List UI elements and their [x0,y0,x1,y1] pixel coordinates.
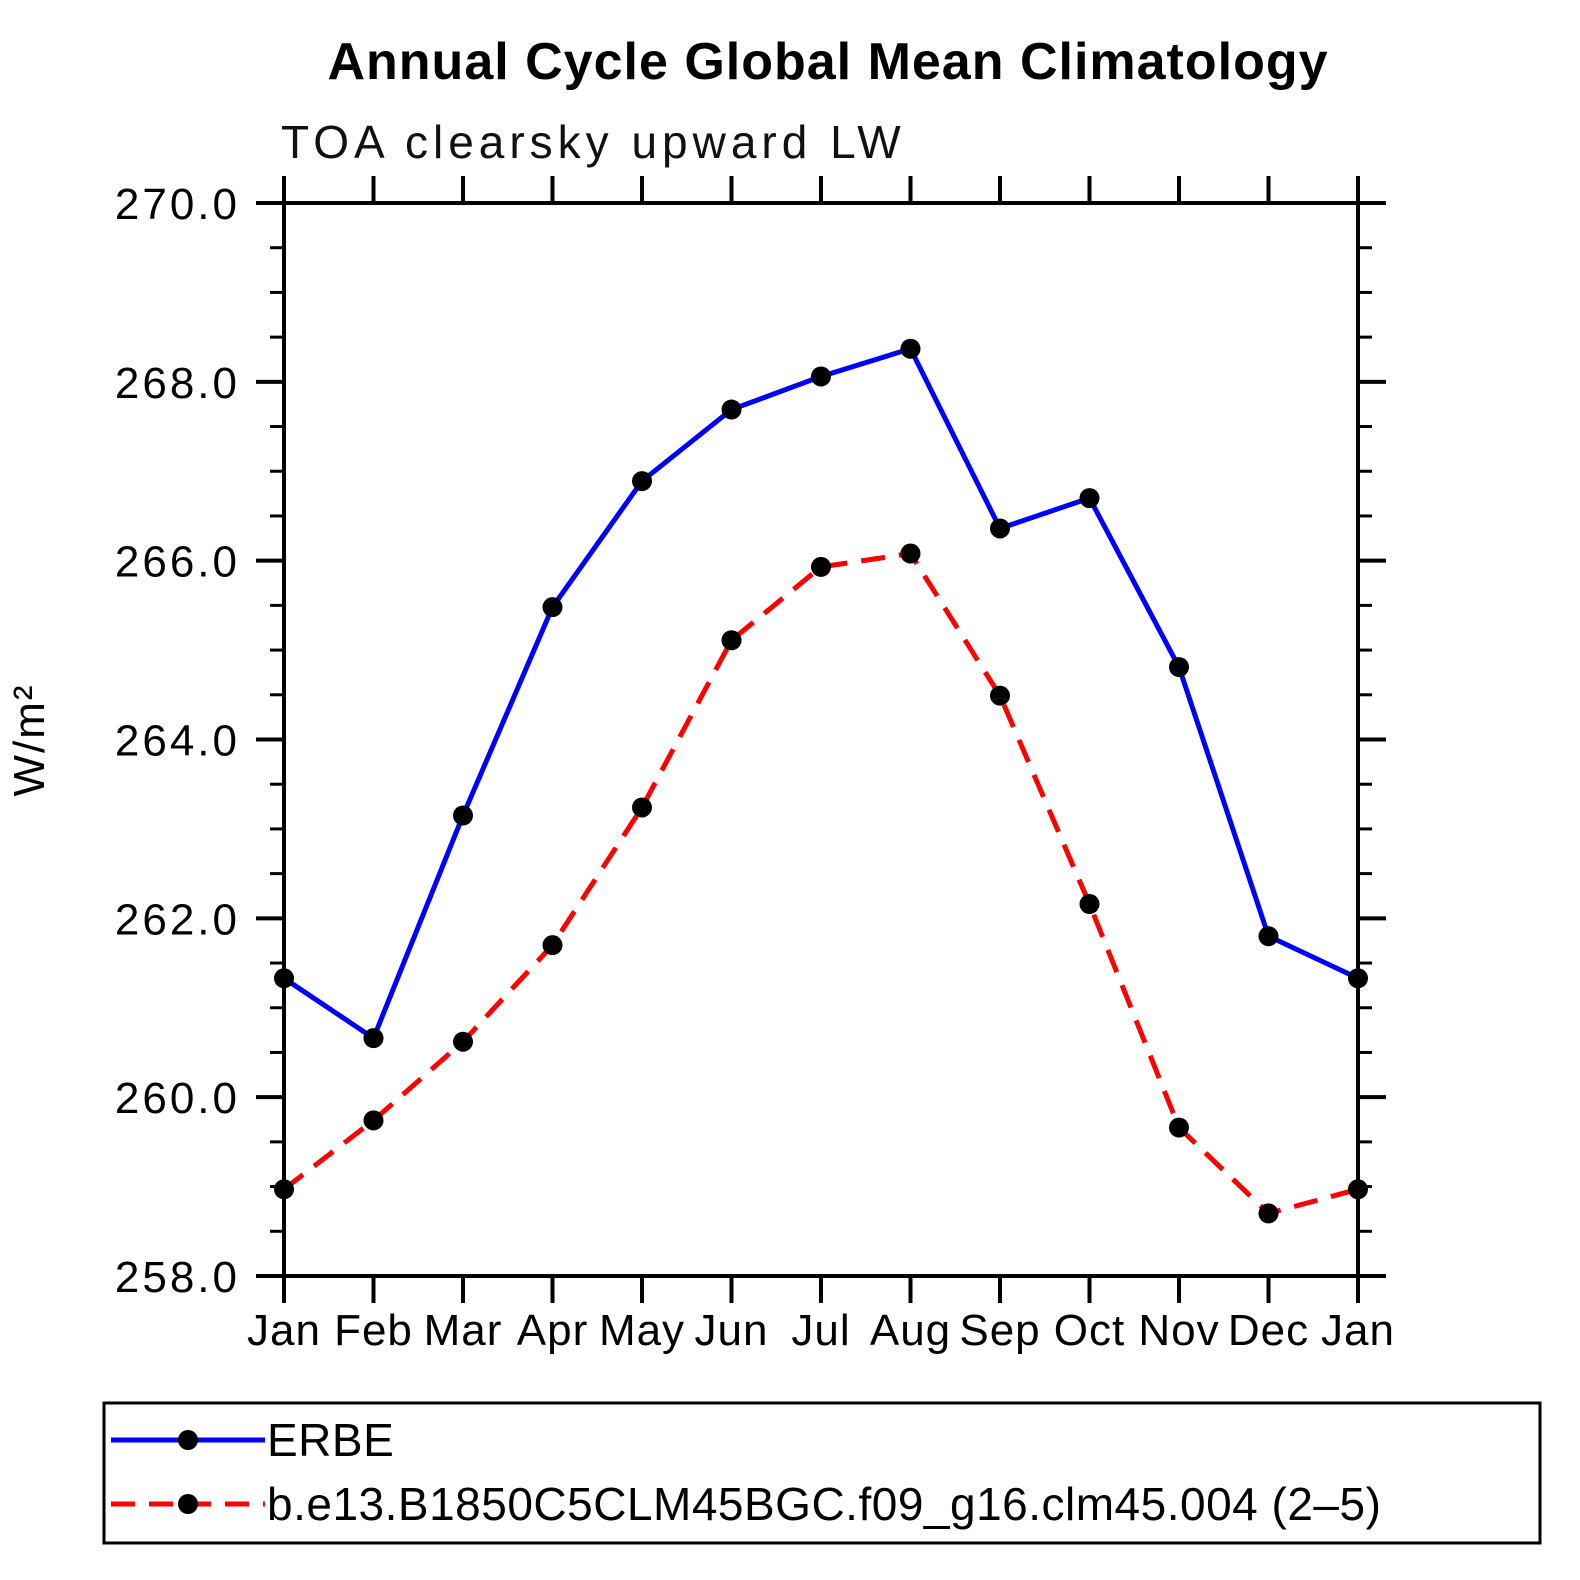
y-tick-label: 258.0 [115,1253,240,1302]
y-tick-label: 262.0 [115,895,240,944]
data-point-marker [274,968,294,989]
data-point-marker [363,1028,384,1049]
chart-title: Annual Cycle Global Mean Climatology [327,33,1328,91]
y-tick-labels: 258.0 260.0 262.0 264.0 266.0 268.0 270.0 [115,180,240,1302]
x-tick-label: Jan [247,1306,321,1355]
data-point-marker [811,366,831,387]
x-tick-label: Jul [791,1306,850,1355]
x-tick-label: Jun [695,1306,769,1355]
x-tick-label: Aug [870,1306,951,1355]
series-erbe [274,338,1368,1049]
data-point-marker [632,797,652,818]
data-point-marker [453,1031,473,1052]
data-point-marker [1079,894,1100,915]
x-tick-label: Feb [334,1306,413,1355]
x-tick-label: Sep [959,1306,1040,1355]
chart-subtitle: TOA clearsky upward LW [281,116,906,168]
data-point-marker [1258,926,1279,947]
x-tick-label: May [599,1306,685,1355]
series-model [274,543,1368,1224]
data-point-marker [1348,1179,1368,1200]
x-tick-label: Nov [1138,1306,1219,1355]
data-point-marker [542,597,563,618]
data-point-marker [453,805,473,826]
data-point-marker [900,543,921,564]
plot-border [282,201,1360,1278]
x-tick-labels: Jan Feb Mar Apr May Jun Jul Aug Sep Oct Nov Dec Jan [247,1306,1395,1355]
data-point-marker [721,630,742,651]
data-point-marker [1169,657,1189,678]
data-point-marker [990,685,1010,706]
y-tick-label: 268.0 [115,359,240,408]
data-point-marker [363,1110,384,1131]
y-axis-label: W/m² [5,683,54,796]
legend-marker [178,1494,198,1514]
x-tick-label: Apr [517,1306,588,1355]
data-point-marker [900,338,921,359]
data-point-marker [811,556,831,577]
data-point-marker [1348,968,1368,989]
legend: ERBE b.e13.B1850C5CLM45BGC.f09_g16.clm45.… [102,1401,1542,1545]
legend-marker [178,1430,198,1450]
x-tick-label: Mar [424,1306,503,1355]
x-tick-label: Dec [1228,1306,1309,1355]
legend-label: ERBE [267,1414,394,1466]
axes [256,176,1386,1303]
y-tick-label: 266.0 [115,538,240,587]
legend-label: b.e13.B1850C5CLM45BGC.f09_g16.clm45.004 … [267,1478,1381,1530]
data-series [274,338,1368,1224]
y-tick-label: 260.0 [115,1074,240,1123]
data-point-marker [990,518,1010,539]
data-point-marker [542,935,563,956]
data-point-marker [632,471,652,492]
series-line [282,550,1359,1217]
data-point-marker [1079,488,1100,509]
legend-entry-erbe: ERBE [111,1414,394,1466]
x-tick-label: Oct [1054,1306,1125,1355]
legend-box [102,1401,1542,1545]
x-tick-label: Jan [1321,1306,1395,1355]
series-line [282,345,1360,1042]
data-point-marker [1258,1203,1279,1224]
legend-entry-model: b.e13.B1850C5CLM45BGC.f09_g16.clm45.004 … [111,1478,1381,1530]
data-point-marker [721,399,742,420]
data-point-marker [1169,1117,1189,1138]
y-tick-label: 264.0 [115,717,240,766]
y-tick-label: 270.0 [115,180,240,229]
data-point-marker [274,1179,294,1200]
